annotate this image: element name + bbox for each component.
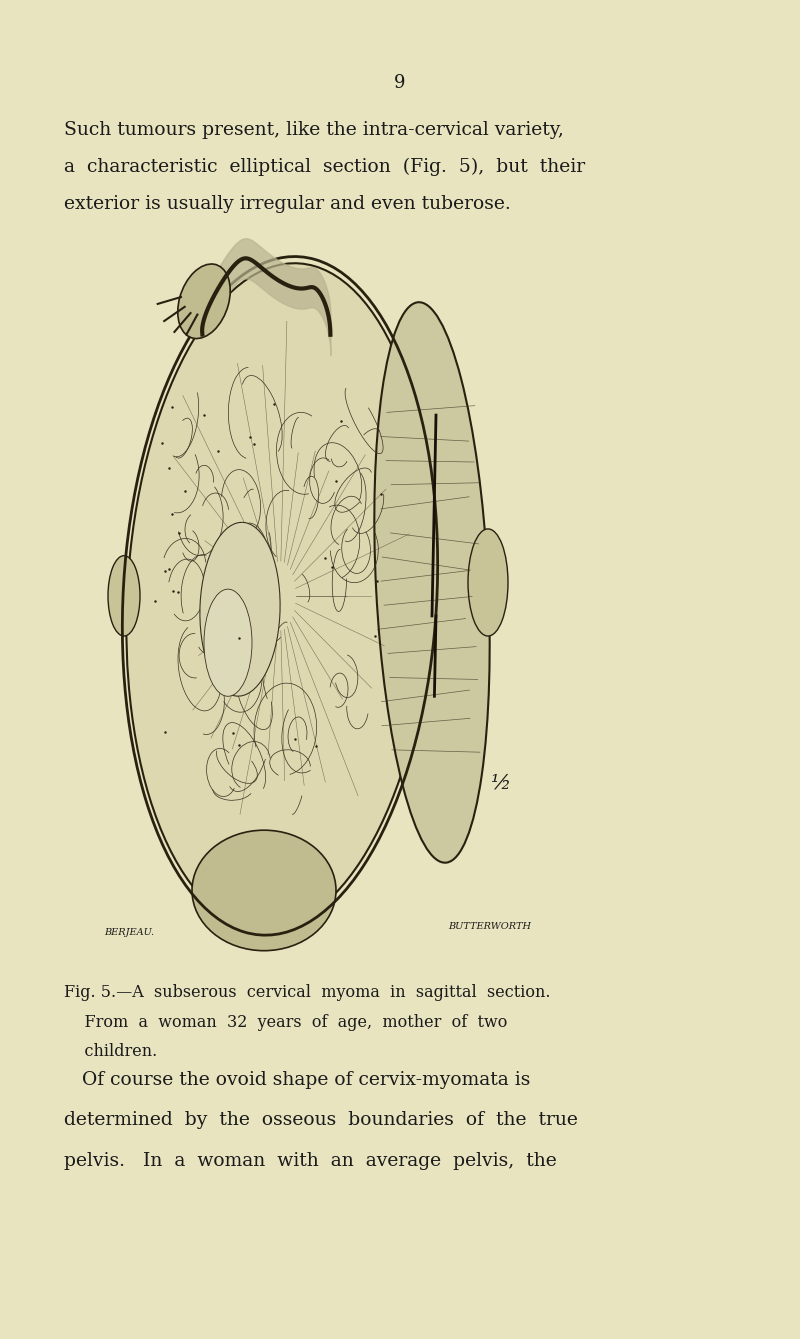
Text: exterior is usually irregular and even tuberose.: exterior is usually irregular and even t… <box>64 195 510 213</box>
Ellipse shape <box>374 303 490 862</box>
Ellipse shape <box>200 522 280 696</box>
Ellipse shape <box>468 529 508 636</box>
Text: Of course the ovoid shape of cervix-myomata is: Of course the ovoid shape of cervix-myom… <box>64 1071 530 1089</box>
Text: determined  by  the  osseous  boundaries  of  the  true: determined by the osseous boundaries of … <box>64 1111 578 1129</box>
Text: 9: 9 <box>394 74 406 91</box>
Text: BUTTERWORTH: BUTTERWORTH <box>448 921 531 931</box>
Ellipse shape <box>126 264 434 928</box>
Text: Such tumours present, like the intra-cervical variety,: Such tumours present, like the intra-cer… <box>64 121 564 138</box>
Text: a  characteristic  elliptical  section  (Fig.  5),  but  their: a characteristic elliptical section (Fig… <box>64 158 585 177</box>
Ellipse shape <box>204 589 252 696</box>
Text: Fig. 5.—A  subserous  cervical  myoma  in  sagittal  section.: Fig. 5.—A subserous cervical myoma in sa… <box>64 984 550 1002</box>
Text: From  a  woman  32  years  of  age,  mother  of  two: From a woman 32 years of age, mother of … <box>64 1014 507 1031</box>
Ellipse shape <box>192 830 336 951</box>
Text: pelvis.   In  a  woman  with  an  average  pelvis,  the: pelvis. In a woman with an average pelvi… <box>64 1152 557 1169</box>
Ellipse shape <box>178 264 230 339</box>
Text: BERJEAU.: BERJEAU. <box>104 928 154 937</box>
Text: ½: ½ <box>490 774 510 793</box>
Ellipse shape <box>108 556 140 636</box>
Text: children.: children. <box>64 1043 158 1060</box>
